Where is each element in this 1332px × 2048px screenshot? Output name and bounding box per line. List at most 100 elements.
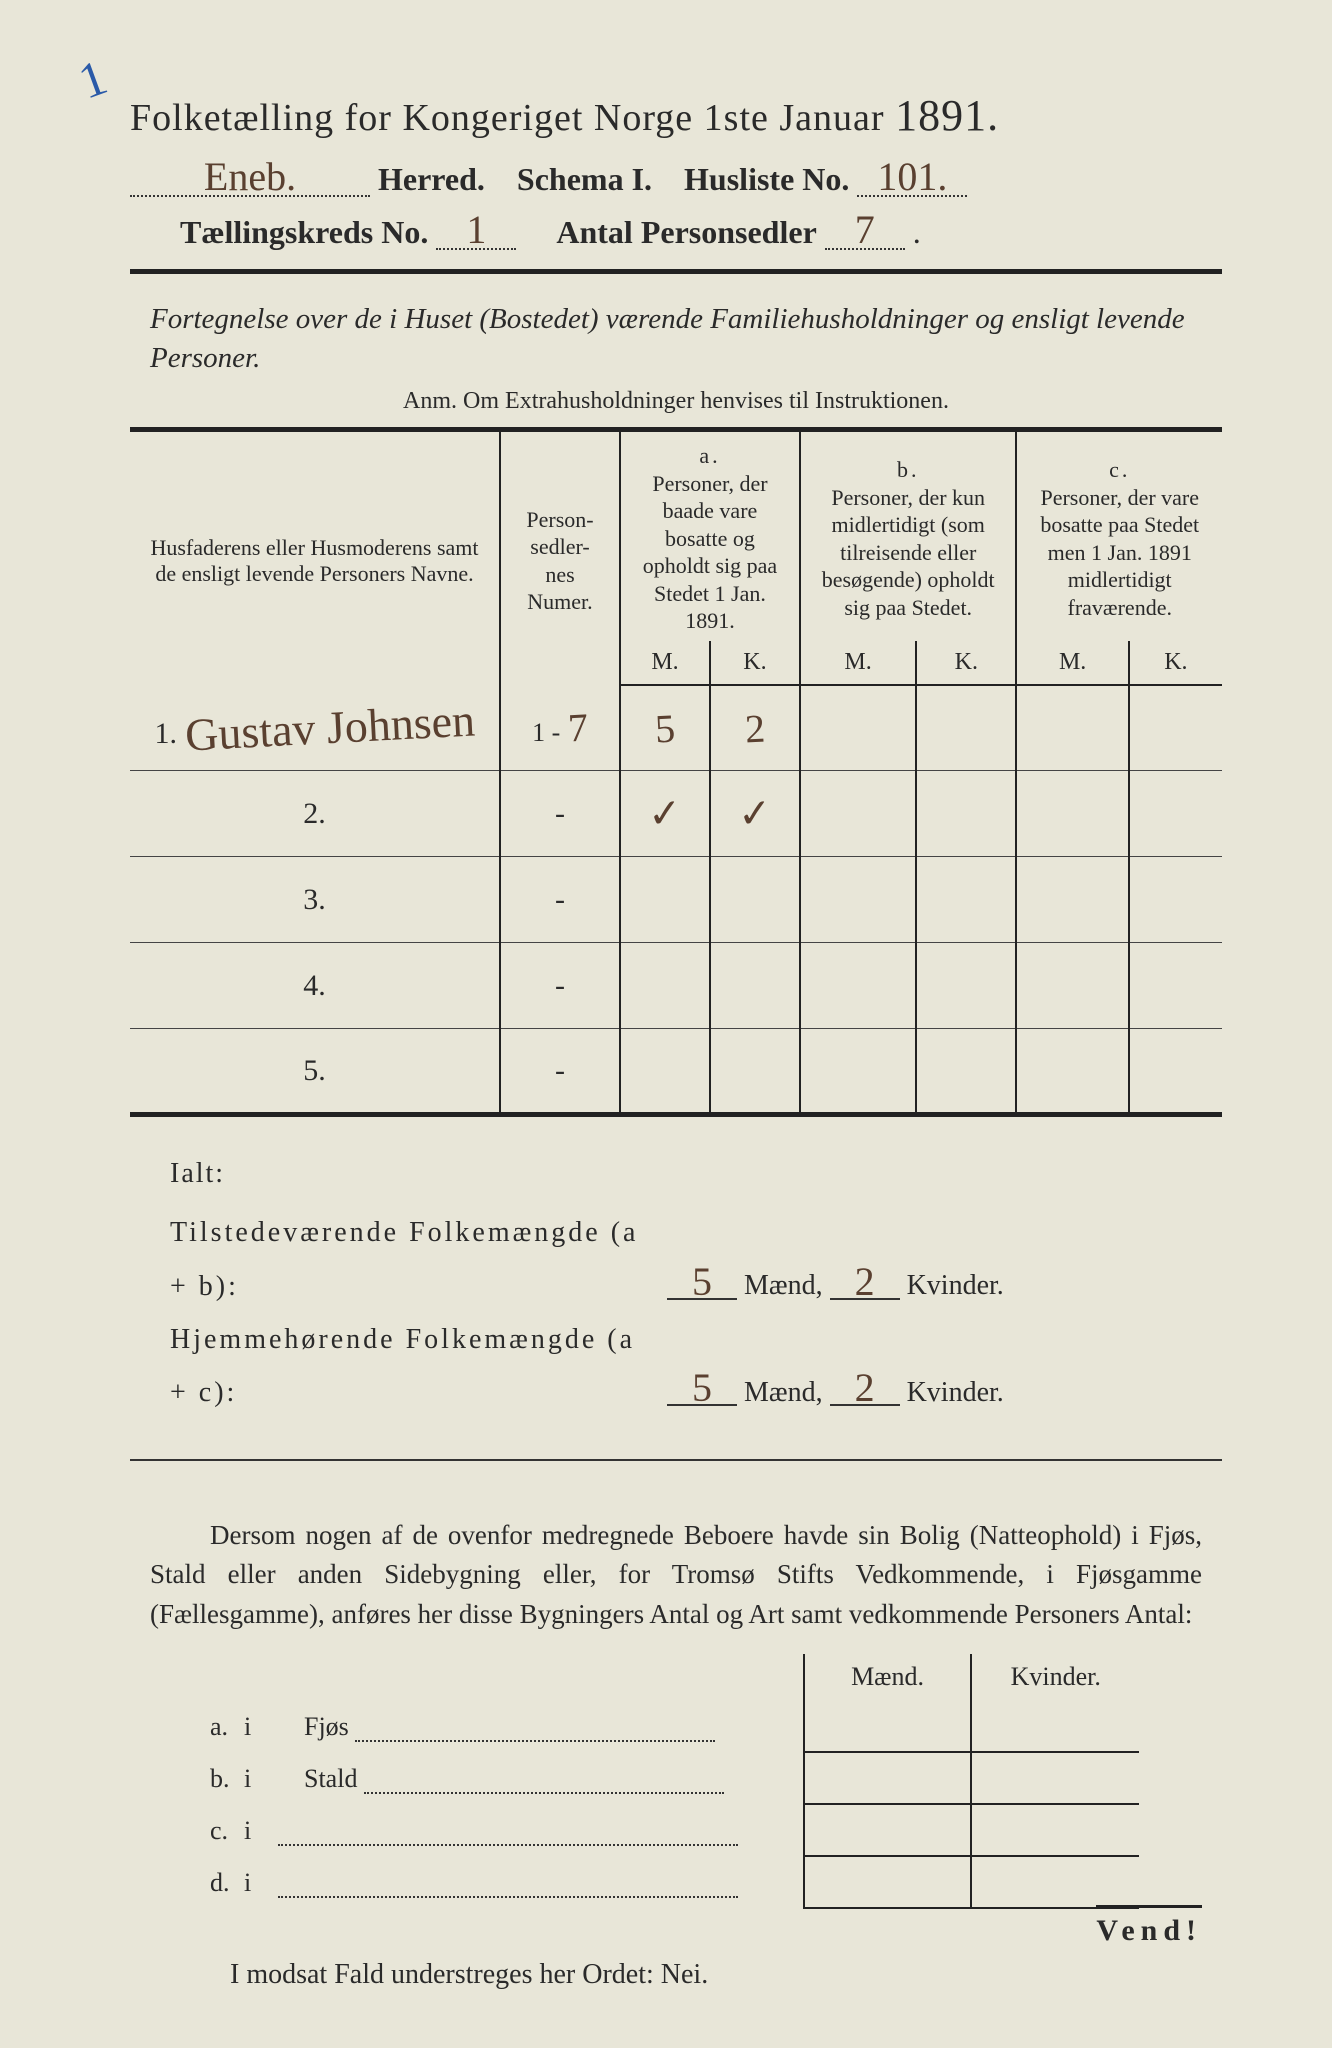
row-bk [916, 771, 1016, 857]
row-ck [1129, 685, 1222, 771]
row-bm [800, 685, 916, 771]
subtitle: Fortegnelse over de i Huset (Bostedet) v… [150, 300, 1202, 378]
herred-value: Eneb. [130, 159, 370, 197]
table-row: 2. -✓✓ [130, 771, 1222, 857]
hjemme-line: Hjemmehørende Folkemængde (a + c): 5 Mæn… [170, 1313, 1222, 1419]
col-a-m: M. [620, 641, 710, 685]
lower-m [804, 1856, 972, 1908]
kreds-label: Tællingskreds No. [180, 214, 428, 251]
col-c-text: Personer, der vare bosatte paa Stedet me… [1025, 484, 1214, 622]
row-cm [1016, 943, 1128, 1029]
row-am [620, 943, 710, 1029]
lower-row: b.i Stald [200, 1752, 1139, 1804]
row-bk [916, 1029, 1016, 1115]
tilstede-k: 2 [830, 1266, 900, 1300]
row-am: ✓ [620, 771, 710, 857]
col-b-k: K. [916, 641, 1016, 685]
ialt-label: Ialt: [170, 1147, 1222, 1200]
table-row: 4. - [130, 943, 1222, 1029]
rule-mid [130, 1459, 1222, 1461]
kreds-value: 1 [436, 212, 516, 250]
tilstede-label: Tilstedeværende Folkemængde (a + b): [170, 1206, 660, 1312]
row-ck [1129, 771, 1222, 857]
col-b-text: Personer, der kun midlertidigt (som tilr… [809, 484, 1008, 622]
vend-label: Vend! [1096, 1905, 1202, 1948]
col-a-tag: a. [629, 442, 791, 470]
row-am [620, 1029, 710, 1115]
table-row: 5. - [130, 1029, 1222, 1115]
tilstede-line: Tilstedeværende Folkemængde (a + b): 5 M… [170, 1206, 1222, 1312]
main-table: Husfaderens eller Husmoderens samt de en… [130, 427, 1222, 1117]
corner-mark: 1 [71, 47, 114, 110]
note: Anm. Om Extrahusholdninger henvises til … [130, 388, 1222, 415]
table-row: 3. - [130, 857, 1222, 943]
row-ak [710, 1029, 800, 1115]
table-row: 1. Gustav Johnsen1 - 752 [130, 685, 1222, 771]
row-bm [800, 1029, 916, 1115]
row-name: 2. [130, 771, 500, 857]
lower-m [804, 1752, 972, 1804]
lower-row: d.i [200, 1856, 1139, 1908]
hjemme-m: 5 [667, 1372, 737, 1406]
row-name: 5. [130, 1029, 500, 1115]
row-bk [916, 685, 1016, 771]
col-a-k: K. [710, 641, 800, 685]
maend-label: Mænd, [744, 1271, 823, 1302]
lower-row: c.i [200, 1804, 1139, 1856]
row-ak [710, 857, 800, 943]
lower-row: a.i Fjøs [200, 1700, 1139, 1752]
row-ck [1129, 857, 1222, 943]
row-bk [916, 943, 1016, 1029]
tilstede-m: 5 [667, 1266, 737, 1300]
row-cm [1016, 771, 1128, 857]
lower-label: d.i [200, 1856, 804, 1908]
lower-k [971, 1856, 1139, 1908]
row-num: - [500, 771, 620, 857]
row-bm [800, 771, 916, 857]
kvinder-label: Kvinder. [907, 1271, 1004, 1302]
row-cm [1016, 1029, 1128, 1115]
row-bk [916, 857, 1016, 943]
page-title: Folketælling for Kongeriget Norge 1ste J… [130, 90, 1222, 141]
row-num: 1 - 7 [500, 685, 620, 771]
lower-label: c.i [200, 1804, 804, 1856]
col-b-m: M. [800, 641, 916, 685]
row-name: 4. [130, 943, 500, 1029]
row-name: 1. Gustav Johnsen [130, 685, 500, 771]
col-c-header: c. Personer, der vare bosatte paa Stedet… [1016, 430, 1222, 641]
antal-value: 7 [825, 212, 905, 250]
hjemme-k: 2 [830, 1372, 900, 1406]
row-cm [1016, 857, 1128, 943]
row-am [620, 857, 710, 943]
row-name: 3. [130, 857, 500, 943]
lower-k [971, 1752, 1139, 1804]
row-ak: 2 [710, 685, 800, 771]
herred-line: Eneb. Herred. Schema I. Husliste No. 101… [130, 159, 1222, 198]
row-cm [1016, 685, 1128, 771]
lower-m [804, 1804, 972, 1856]
lower-maend-header: Mænd. [804, 1654, 972, 1700]
lower-label: b.i Stald [200, 1752, 804, 1804]
kvinder-label-2: Kvinder. [907, 1377, 1004, 1408]
col-c-tag: c. [1025, 456, 1214, 484]
lower-table: Mænd. Kvinder. a.i Fjøs b.i Stald c.id.i [200, 1654, 1139, 1909]
nei-line: I modsat Fald understreges her Ordet: Ne… [230, 1959, 1222, 1991]
row-ck [1129, 943, 1222, 1029]
herred-label: Herred. [378, 161, 485, 198]
schema-label: Schema I. [517, 161, 652, 198]
row-num: - [500, 857, 620, 943]
rule-top [130, 269, 1222, 274]
col-c-m: M. [1016, 641, 1128, 685]
title-year: 1891. [895, 91, 999, 140]
lower-label: a.i Fjøs [200, 1700, 804, 1752]
hjemme-label: Hjemmehørende Folkemængde (a + c): [170, 1313, 660, 1419]
maend-label-2: Mænd, [744, 1377, 823, 1408]
antal-label: Antal Personsedler [556, 214, 816, 251]
row-num: - [500, 943, 620, 1029]
row-num: - [500, 1029, 620, 1115]
row-ak [710, 943, 800, 1029]
husliste-label: Husliste No. [684, 161, 849, 198]
lower-m [804, 1700, 972, 1752]
col-a-header: a. Personer, der baade vare bosatte og o… [620, 430, 800, 641]
kreds-line: Tællingskreds No. 1 Antal Personsedler 7… [130, 212, 1222, 251]
